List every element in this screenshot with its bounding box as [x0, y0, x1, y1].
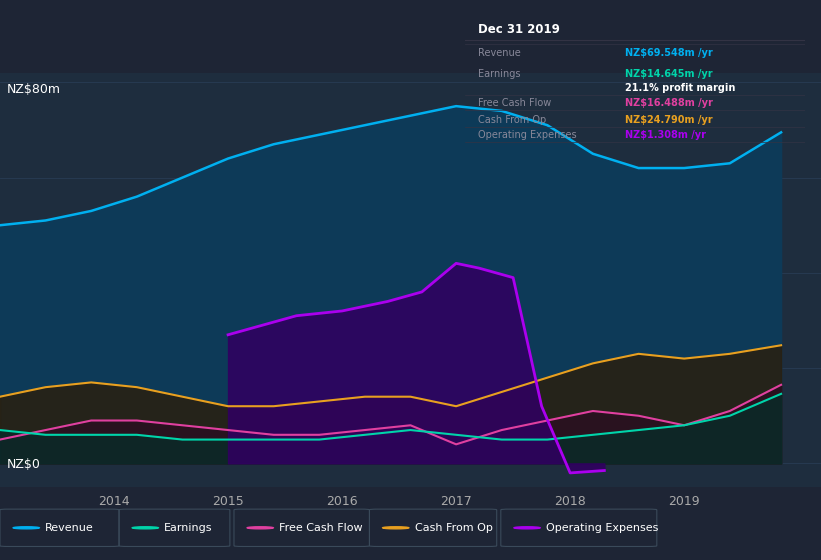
Text: NZ$14.645m /yr: NZ$14.645m /yr: [625, 69, 713, 79]
Text: NZ$16.488m /yr: NZ$16.488m /yr: [625, 99, 713, 109]
Text: Operating Expenses: Operating Expenses: [479, 130, 577, 141]
Text: NZ$0: NZ$0: [7, 458, 40, 470]
Circle shape: [247, 527, 273, 529]
Text: Cash From Op: Cash From Op: [415, 523, 493, 533]
Text: NZ$1.308m /yr: NZ$1.308m /yr: [625, 130, 706, 141]
Circle shape: [514, 527, 540, 529]
Text: NZ$80m: NZ$80m: [7, 83, 61, 96]
Circle shape: [132, 527, 158, 529]
Text: Revenue: Revenue: [45, 523, 94, 533]
Text: Free Cash Flow: Free Cash Flow: [279, 523, 363, 533]
Text: NZ$69.548m /yr: NZ$69.548m /yr: [625, 48, 713, 58]
Text: Dec 31 2019: Dec 31 2019: [479, 23, 560, 36]
Circle shape: [13, 527, 39, 529]
Text: 21.1% profit margin: 21.1% profit margin: [625, 83, 735, 93]
Text: Earnings: Earnings: [479, 69, 521, 79]
Text: Free Cash Flow: Free Cash Flow: [479, 99, 552, 109]
Text: Earnings: Earnings: [164, 523, 213, 533]
Text: Revenue: Revenue: [479, 48, 521, 58]
Text: NZ$24.790m /yr: NZ$24.790m /yr: [625, 115, 713, 125]
Text: Operating Expenses: Operating Expenses: [546, 523, 658, 533]
Text: Cash From Op: Cash From Op: [479, 115, 547, 125]
Circle shape: [383, 527, 409, 529]
